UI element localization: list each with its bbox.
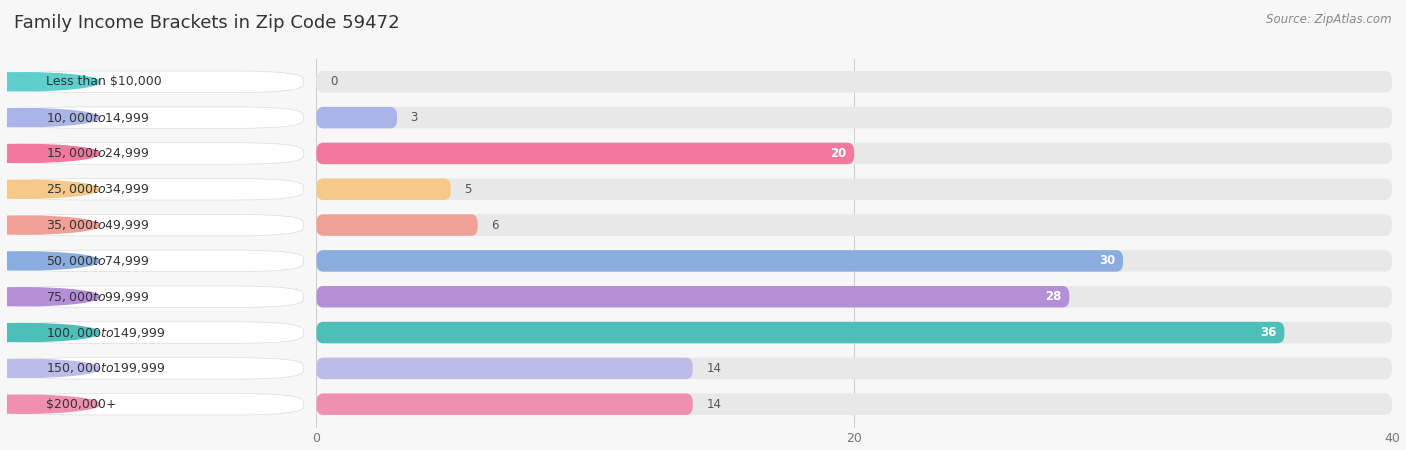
Circle shape [0,108,100,126]
Text: Family Income Brackets in Zip Code 59472: Family Income Brackets in Zip Code 59472 [14,14,399,32]
Text: $35,000 to $49,999: $35,000 to $49,999 [46,218,150,232]
Text: 28: 28 [1045,290,1062,303]
Text: 5: 5 [464,183,471,196]
Circle shape [0,216,100,234]
FancyBboxPatch shape [316,358,1392,379]
Text: $200,000+: $200,000+ [46,398,117,411]
Text: Less than $10,000: Less than $10,000 [46,75,162,88]
Circle shape [0,73,100,91]
Circle shape [0,324,100,342]
Circle shape [0,395,100,413]
Circle shape [0,180,100,198]
Text: $10,000 to $14,999: $10,000 to $14,999 [46,111,150,125]
FancyBboxPatch shape [316,322,1285,343]
FancyBboxPatch shape [13,358,304,379]
FancyBboxPatch shape [316,393,693,415]
Text: 14: 14 [706,398,721,411]
FancyBboxPatch shape [316,286,1392,307]
FancyBboxPatch shape [13,179,304,200]
FancyBboxPatch shape [13,250,304,272]
FancyBboxPatch shape [316,250,1123,272]
FancyBboxPatch shape [316,393,1392,415]
Text: 36: 36 [1260,326,1277,339]
Circle shape [0,144,100,162]
FancyBboxPatch shape [13,393,304,415]
FancyBboxPatch shape [316,214,1392,236]
FancyBboxPatch shape [13,214,304,236]
Text: 20: 20 [830,147,846,160]
FancyBboxPatch shape [316,179,1392,200]
Text: $50,000 to $74,999: $50,000 to $74,999 [46,254,150,268]
FancyBboxPatch shape [316,143,1392,164]
Text: 3: 3 [411,111,418,124]
FancyBboxPatch shape [13,107,304,128]
FancyBboxPatch shape [316,250,1392,272]
FancyBboxPatch shape [316,107,1392,128]
Text: 14: 14 [706,362,721,375]
FancyBboxPatch shape [13,286,304,307]
FancyBboxPatch shape [316,143,855,164]
FancyBboxPatch shape [13,143,304,164]
FancyBboxPatch shape [13,71,304,93]
FancyBboxPatch shape [316,214,478,236]
FancyBboxPatch shape [316,107,396,128]
FancyBboxPatch shape [13,322,304,343]
Text: $150,000 to $199,999: $150,000 to $199,999 [46,361,166,375]
Circle shape [0,360,100,378]
FancyBboxPatch shape [316,71,1392,93]
FancyBboxPatch shape [316,358,693,379]
Text: $100,000 to $149,999: $100,000 to $149,999 [46,325,166,340]
FancyBboxPatch shape [316,322,1392,343]
FancyBboxPatch shape [316,286,1070,307]
Text: $25,000 to $34,999: $25,000 to $34,999 [46,182,150,196]
Circle shape [0,252,100,270]
Text: $75,000 to $99,999: $75,000 to $99,999 [46,290,150,304]
Text: 30: 30 [1098,254,1115,267]
Text: 0: 0 [330,75,337,88]
Text: Source: ZipAtlas.com: Source: ZipAtlas.com [1267,14,1392,27]
Text: $15,000 to $24,999: $15,000 to $24,999 [46,146,150,161]
Text: 6: 6 [491,219,499,232]
Circle shape [0,288,100,306]
FancyBboxPatch shape [316,179,451,200]
